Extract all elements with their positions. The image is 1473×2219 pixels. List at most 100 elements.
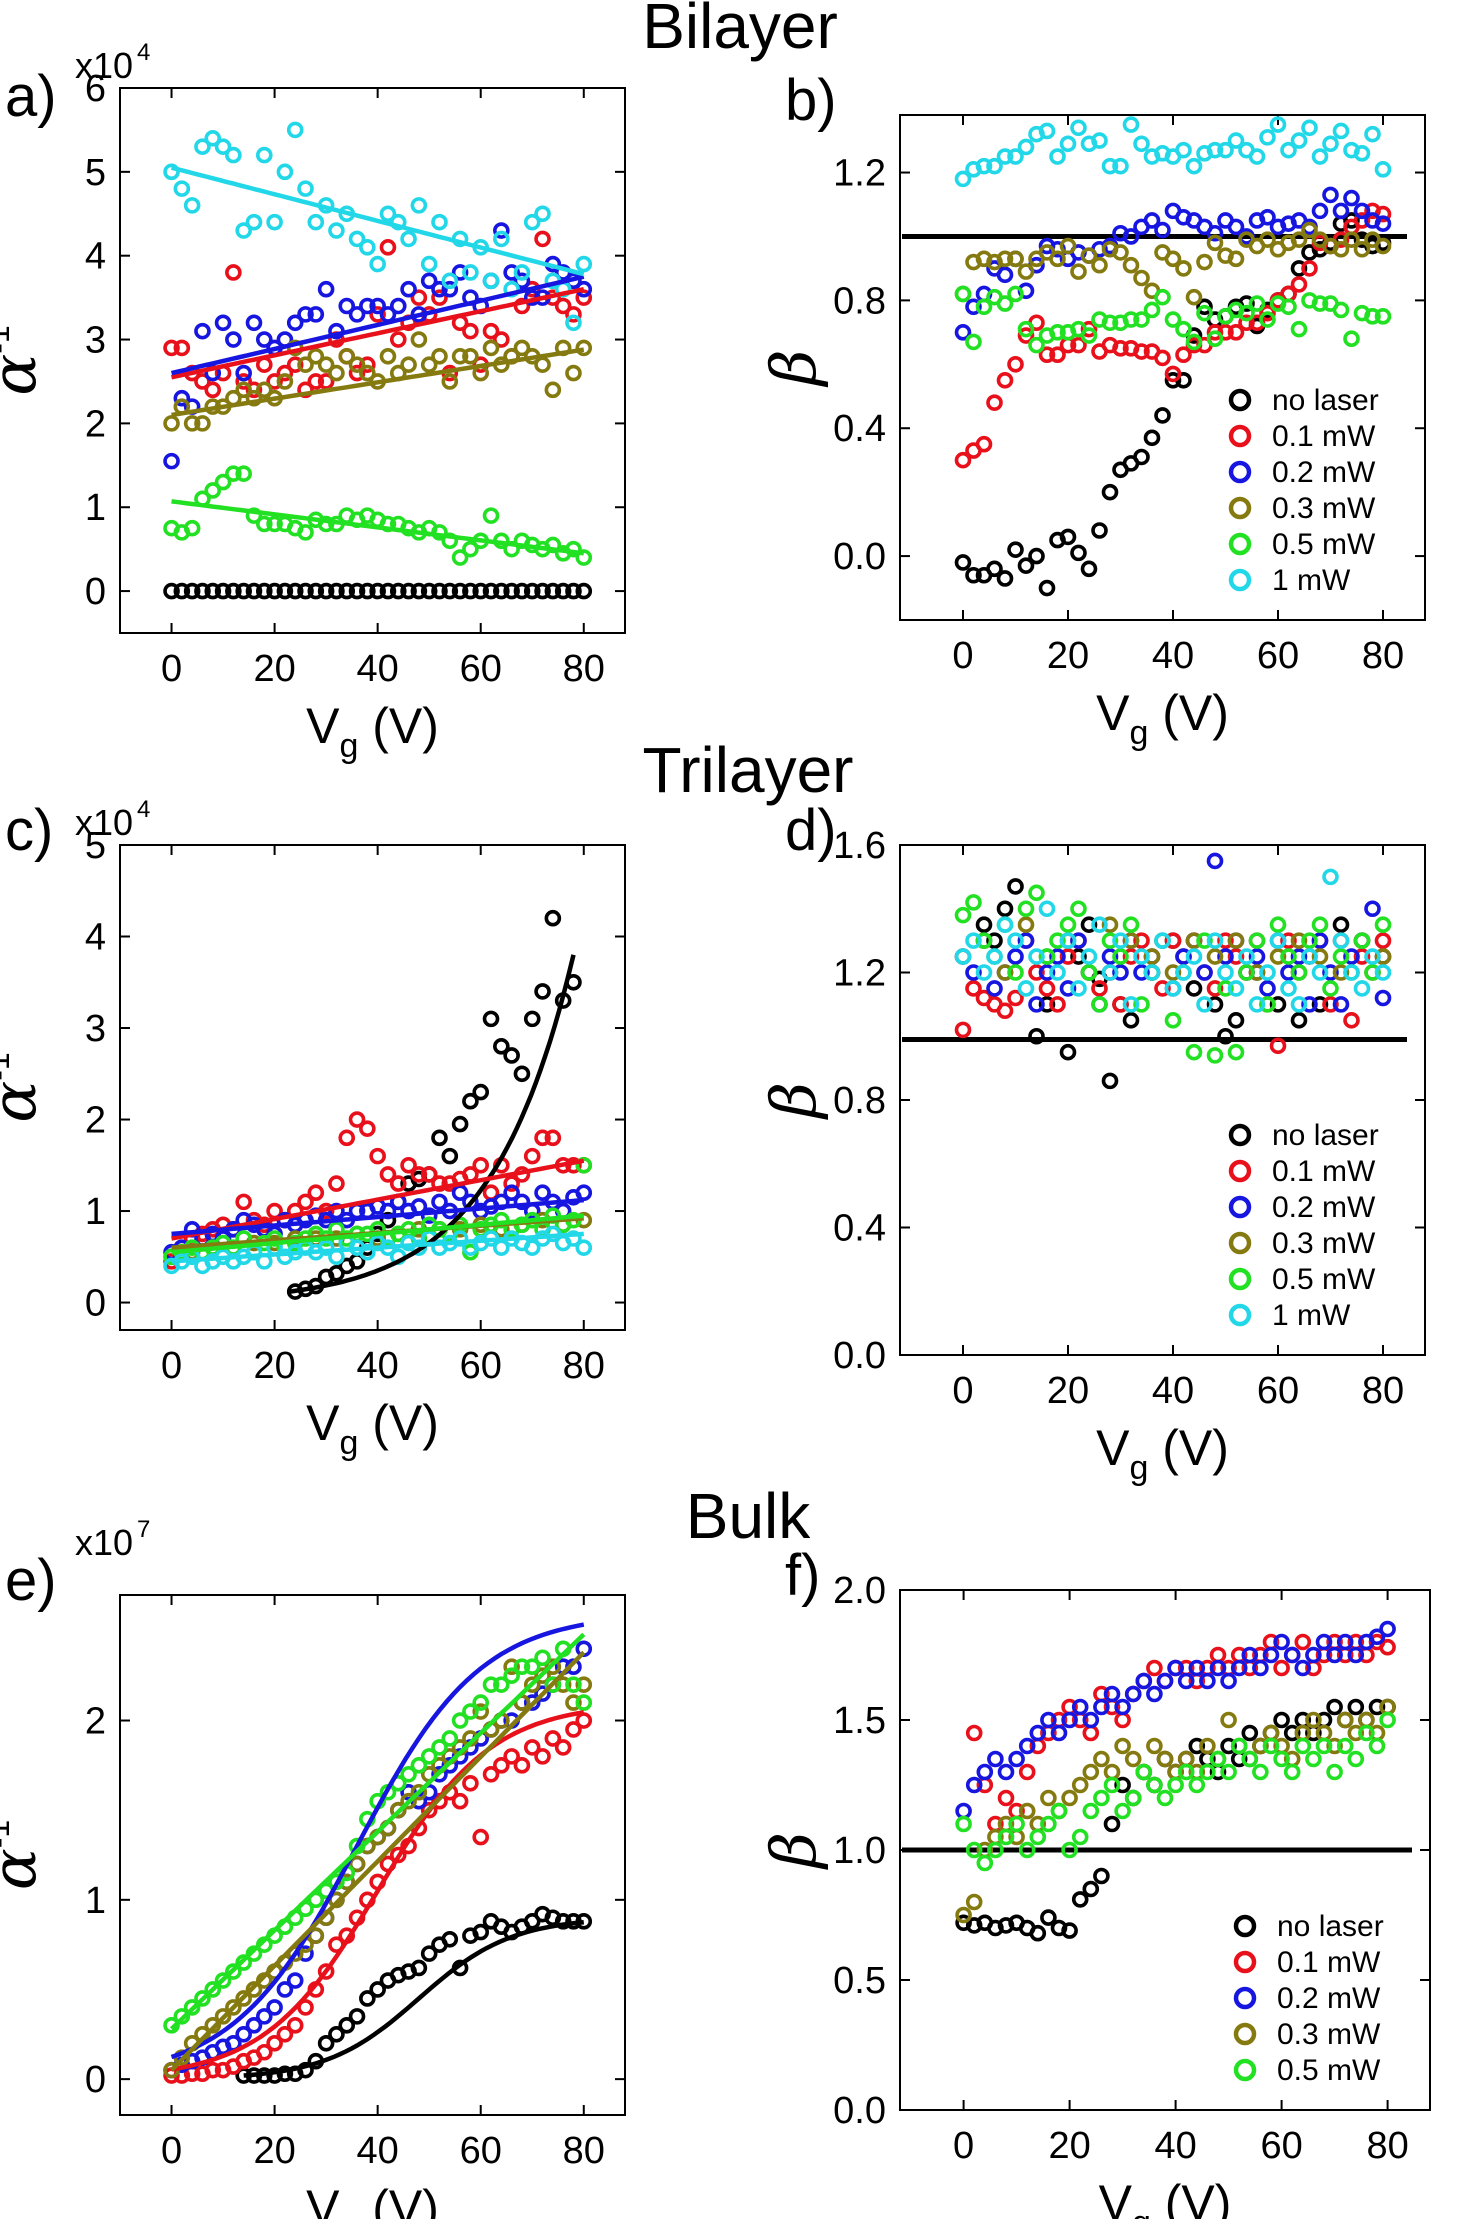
- data-point: [1185, 948, 1203, 965]
- data-point: [1227, 948, 1245, 965]
- data-point: [1082, 1880, 1100, 1898]
- data-point: [954, 451, 972, 469]
- data-point: [1301, 996, 1318, 1013]
- data-point: [235, 465, 252, 482]
- legend-marker: [1228, 460, 1252, 484]
- data-point: [338, 582, 356, 600]
- fit-line: [170, 274, 585, 376]
- data-point: [359, 356, 376, 373]
- x-tick-label: 0: [161, 648, 182, 690]
- data-point: [297, 582, 314, 600]
- data-point: [1332, 122, 1350, 140]
- data-point: [1353, 240, 1371, 258]
- data-point: [348, 356, 366, 373]
- data-point: [975, 916, 993, 933]
- data-point: [389, 1801, 407, 1819]
- data-point: [348, 364, 366, 382]
- data-point: [1175, 260, 1192, 277]
- data-point: [441, 1730, 459, 1747]
- data-point: [954, 324, 972, 341]
- data-point: [317, 356, 335, 373]
- data-point: [554, 297, 572, 315]
- data-point: [1220, 1763, 1237, 1781]
- data-point: [1262, 1724, 1280, 1742]
- panel-label-b: b): [785, 68, 837, 133]
- data-point: [225, 582, 242, 600]
- data-point: [276, 2026, 294, 2043]
- fit-line: [171, 1231, 584, 1264]
- data-point: [965, 1893, 983, 1911]
- data-point: [1315, 1737, 1333, 1755]
- legend-entry: 0.1 mW: [1272, 1155, 1376, 1188]
- data-point: [307, 213, 325, 231]
- data-point: [1124, 1789, 1142, 1807]
- data-point: [173, 582, 191, 600]
- data-point: [1322, 868, 1339, 886]
- data-point: [503, 582, 520, 600]
- y-axis-label-superscript: -1: [0, 1052, 16, 1080]
- data-point: [1164, 371, 1182, 389]
- legend-marker: [1233, 2022, 1257, 2046]
- data-point: [1008, 1750, 1025, 1768]
- data-point: [1101, 314, 1119, 332]
- series-0-3-mw: [954, 221, 1392, 306]
- data-point: [503, 1748, 520, 1765]
- data-point: [575, 1676, 593, 1693]
- data-point: [1290, 320, 1308, 338]
- data-point: [987, 1750, 1004, 1768]
- data-point: [986, 560, 1003, 578]
- data-point: [348, 1855, 366, 1873]
- data-point: [1259, 980, 1276, 997]
- legend-entry: 0.3 mW: [1277, 2018, 1381, 2051]
- data-point: [965, 932, 982, 949]
- x-axis-label-main: V: [306, 2180, 340, 2219]
- data-point: [328, 582, 345, 600]
- x-axis-label: Vg (V): [1096, 1420, 1229, 1487]
- data-point: [431, 1193, 448, 1211]
- data-point: [1185, 288, 1203, 306]
- data-point: [307, 306, 325, 323]
- data-point: [400, 1156, 417, 1174]
- x-axis-label-unit: (V): [358, 2180, 439, 2219]
- data-point: [1049, 250, 1066, 268]
- y-tick-label: 0.4: [833, 408, 886, 450]
- data-point: [1209, 1646, 1227, 1664]
- data-point: [297, 381, 314, 399]
- data-point: [565, 1676, 582, 1693]
- fit-line: [171, 499, 585, 556]
- data-point: [1280, 948, 1297, 965]
- data-point: [1143, 301, 1161, 319]
- data-point: [1028, 996, 1045, 1013]
- data-point: [379, 1211, 397, 1229]
- data-point: [451, 1712, 469, 1729]
- x-axis-label: Vg (V): [306, 2180, 439, 2219]
- data-point: [1133, 135, 1150, 153]
- data-point: [1343, 231, 1360, 248]
- data-point: [1273, 1750, 1290, 1768]
- data-point: [1269, 116, 1287, 133]
- y-tick-label: 0.5: [833, 1960, 886, 2002]
- data-point: [1206, 330, 1224, 348]
- x-axis-label-subscript: g: [1132, 2204, 1151, 2219]
- y-axis-label-main: α: [0, 1081, 50, 1123]
- data-point: [1336, 1711, 1354, 1729]
- data-point: [1038, 948, 1056, 965]
- data-point: [1059, 528, 1077, 546]
- data-point: [575, 1156, 593, 1174]
- data-point: [400, 1783, 417, 1801]
- plot-frame: [899, 114, 1426, 621]
- data-point: [276, 163, 294, 181]
- data-point: [194, 1990, 211, 2007]
- y-axis-label-main: β: [757, 1082, 830, 1120]
- data-point: [554, 1676, 572, 1693]
- legend-marker: [1233, 2058, 1257, 2082]
- data-point: [1112, 964, 1129, 981]
- data-point: [1114, 1698, 1131, 1716]
- data-point: [441, 272, 459, 290]
- data-point: [482, 322, 500, 340]
- data-point: [1122, 916, 1140, 933]
- fit-line: [171, 1710, 585, 2072]
- data-point: [1082, 1724, 1100, 1742]
- data-point: [1280, 298, 1297, 316]
